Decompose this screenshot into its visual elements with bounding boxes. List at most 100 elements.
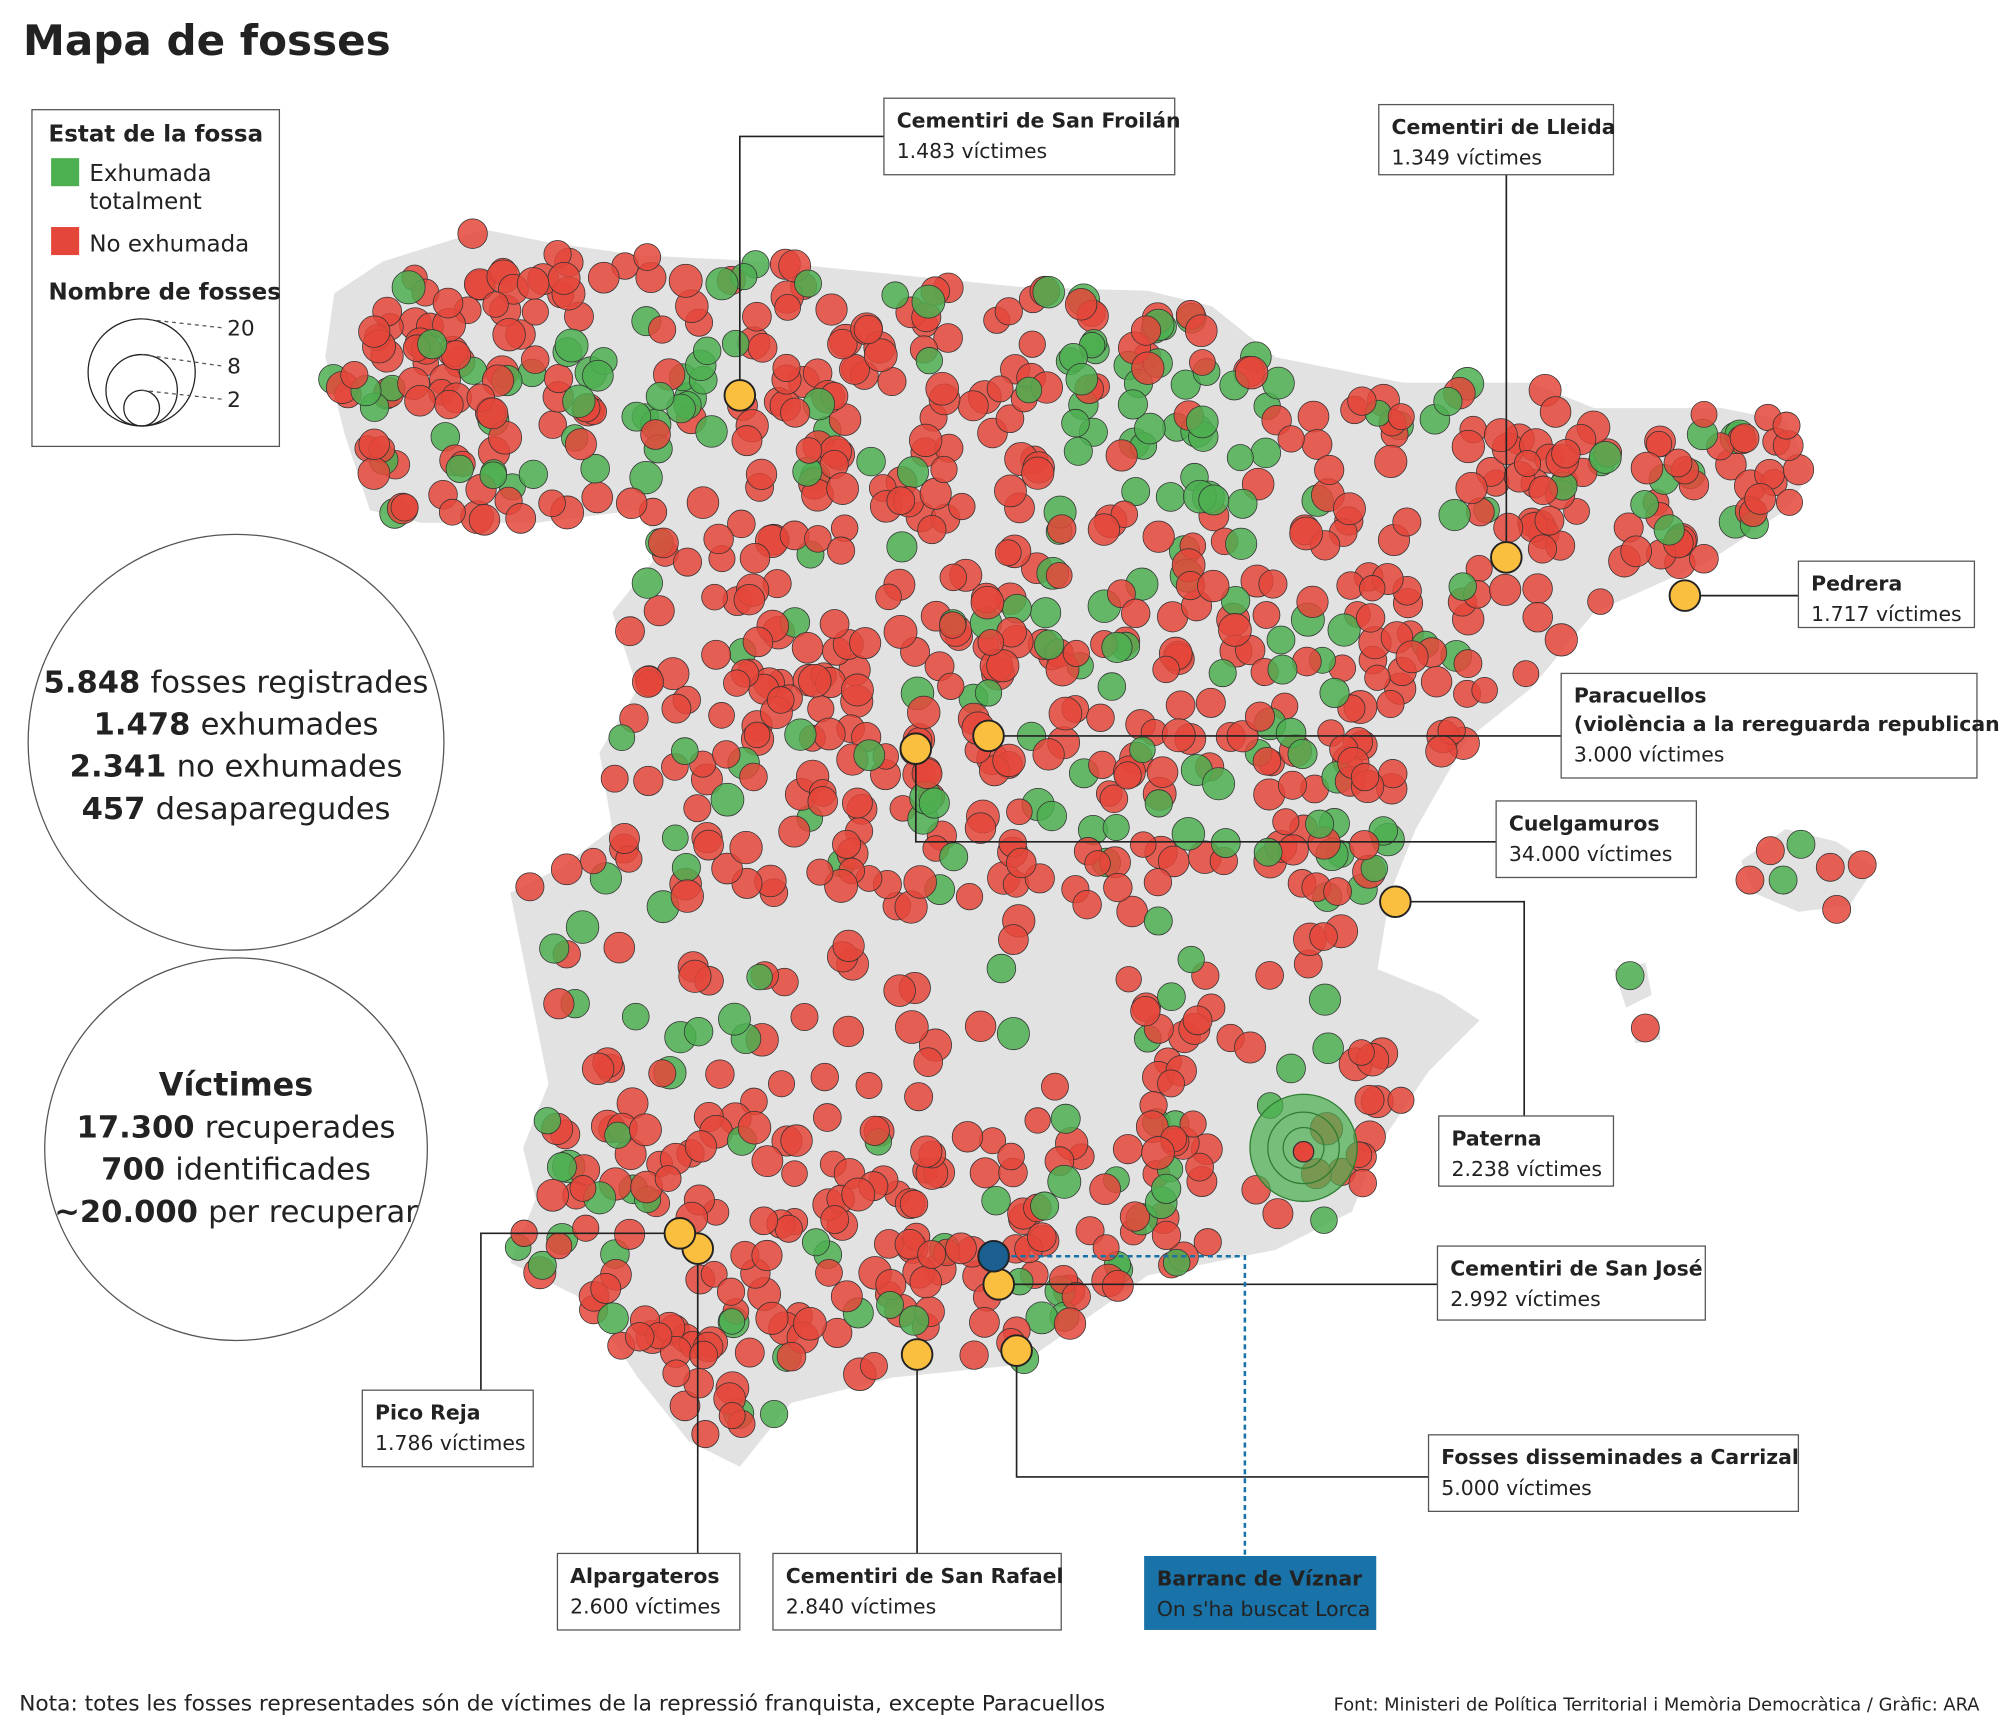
callout-point bbox=[1379, 885, 1412, 918]
grave-marker bbox=[691, 1420, 720, 1449]
grave-marker bbox=[981, 1185, 1011, 1216]
stat-line: 5.848 fosses registrades bbox=[44, 666, 429, 701]
callout-point bbox=[977, 1240, 1010, 1273]
grave-marker bbox=[969, 1306, 1000, 1338]
callout-victims: 2.600 víctimes bbox=[570, 1594, 721, 1618]
grave-marker bbox=[1314, 454, 1345, 486]
callout-name: Cuelgamuros bbox=[1509, 811, 1660, 835]
grave-marker bbox=[1483, 418, 1518, 453]
grave-marker bbox=[832, 1015, 865, 1048]
grave-marker bbox=[959, 1340, 989, 1370]
leader-line bbox=[914, 748, 1497, 843]
grave-marker bbox=[670, 879, 704, 913]
callout-point bbox=[663, 1217, 697, 1250]
grave-marker bbox=[515, 872, 545, 902]
grave-marker bbox=[1218, 613, 1252, 647]
grave-marker bbox=[886, 486, 916, 516]
grave-marker bbox=[841, 1177, 876, 1212]
grave-marker bbox=[794, 269, 822, 298]
grave-marker bbox=[1735, 865, 1765, 895]
grave-marker bbox=[1198, 484, 1230, 516]
grave-marker bbox=[1053, 1307, 1087, 1340]
grave-marker bbox=[992, 743, 1026, 778]
grave-marker bbox=[340, 360, 369, 389]
grave-marker bbox=[1551, 438, 1581, 469]
grave-marker bbox=[918, 787, 950, 819]
grave-marker bbox=[683, 794, 712, 823]
callouts: Cementiri de San Froilán 1.483 víctimes Ce… bbox=[361, 97, 2000, 1631]
grave-marker bbox=[1786, 829, 1816, 859]
callout-name: Barranc de Víznar bbox=[1157, 1566, 1362, 1590]
grave-marker bbox=[986, 375, 1014, 403]
grave-marker bbox=[562, 384, 596, 418]
grave-marker bbox=[997, 1142, 1025, 1171]
grave-marker bbox=[358, 315, 391, 348]
grave-marker bbox=[633, 243, 662, 271]
grave-marker bbox=[1227, 488, 1258, 519]
grave-marker bbox=[518, 459, 548, 489]
grave-marker bbox=[569, 1175, 597, 1202]
grave-marker bbox=[815, 293, 848, 326]
grave-marker bbox=[1171, 817, 1206, 851]
grave-marker bbox=[780, 397, 811, 428]
stat-number: 2.341 bbox=[70, 750, 167, 785]
grave-marker bbox=[1130, 995, 1161, 1027]
grave-marker bbox=[1255, 961, 1284, 990]
legend-swatch bbox=[51, 158, 80, 187]
grave-marker bbox=[1272, 808, 1300, 836]
grave-marker bbox=[1102, 813, 1130, 841]
grave-marker bbox=[774, 294, 802, 321]
grave-marker bbox=[1134, 412, 1166, 445]
grave-marker bbox=[1262, 1198, 1294, 1230]
grave-marker bbox=[468, 504, 501, 536]
grave-marker bbox=[1455, 472, 1488, 505]
grave-marker bbox=[875, 583, 902, 611]
grave-marker bbox=[853, 314, 883, 345]
grave-marker bbox=[625, 1322, 655, 1352]
grave-marker bbox=[908, 423, 943, 458]
source: Font: Ministeri de Política Territorial … bbox=[1334, 1694, 1981, 1715]
grave-marker bbox=[1267, 654, 1298, 685]
callout-victims: 1.717 víctimes bbox=[1811, 602, 1962, 626]
grave-marker bbox=[544, 364, 574, 394]
grave-marker bbox=[1130, 831, 1157, 858]
grave-marker bbox=[925, 371, 960, 406]
callout-box bbox=[1560, 672, 1978, 779]
grave-marker bbox=[863, 338, 898, 373]
grave-marker bbox=[457, 218, 488, 249]
grave-marker bbox=[743, 721, 771, 749]
callout-point bbox=[723, 379, 757, 412]
grave-marker bbox=[1448, 572, 1477, 601]
grave-marker bbox=[766, 686, 795, 714]
grave-marker bbox=[899, 1189, 929, 1219]
grave-marker bbox=[391, 270, 426, 305]
grave-marker bbox=[1088, 750, 1117, 779]
grave-marker bbox=[781, 1160, 808, 1187]
grave-marker bbox=[1151, 1220, 1182, 1250]
grave-marker bbox=[708, 702, 735, 729]
grave-marker bbox=[580, 847, 607, 875]
grave-marker bbox=[536, 1179, 569, 1212]
callout-point bbox=[900, 1338, 934, 1371]
grave-marker bbox=[917, 1240, 947, 1269]
grave-marker bbox=[648, 1059, 677, 1088]
grave-marker bbox=[1006, 847, 1037, 879]
grave-marker bbox=[581, 481, 614, 514]
grave-marker bbox=[1305, 809, 1335, 839]
stat-text: identificades bbox=[175, 1153, 371, 1188]
grave-marker bbox=[643, 595, 675, 627]
grave-marker bbox=[986, 953, 1017, 984]
grave-marker bbox=[768, 1070, 796, 1098]
grave-marker bbox=[1663, 448, 1693, 478]
legend: Estat de la fossa Exhumada totalment No … bbox=[31, 109, 281, 448]
grave-marker bbox=[1522, 601, 1553, 633]
grave-marker bbox=[718, 1402, 746, 1430]
grave-marker bbox=[1587, 588, 1614, 615]
grave-marker bbox=[597, 1302, 629, 1335]
grave-marker bbox=[1425, 735, 1458, 768]
grave-marker bbox=[554, 328, 589, 363]
grave-marker bbox=[948, 492, 976, 521]
grave-marker bbox=[565, 910, 600, 944]
grave-marker bbox=[572, 1214, 600, 1242]
title: Mapa de fosses bbox=[23, 16, 391, 65]
